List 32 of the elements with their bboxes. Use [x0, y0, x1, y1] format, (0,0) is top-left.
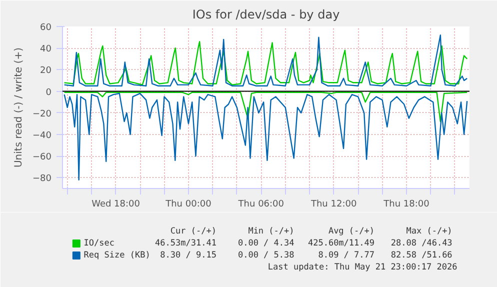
text: 8.30 / 9.15	[160, 250, 216, 260]
text: 46.53m/31.41	[155, 238, 216, 248]
text: 82.58 /51.66	[390, 250, 452, 260]
y-axis-title: Units read (-) / write (+)	[14, 47, 25, 168]
y-tick-label: −80	[32, 174, 52, 184]
line-series	[64, 92, 468, 180]
y-tick-label: −20	[32, 109, 52, 120]
line-series	[64, 92, 468, 122]
legend-label: IO/sec	[84, 238, 115, 248]
text: 8.09 / 7.77	[318, 250, 375, 260]
text: 28.08 /46.43	[390, 238, 452, 248]
text: 425.60m/11.49	[308, 238, 375, 248]
x-tick-label: Thu 18:00	[382, 200, 430, 210]
x-tick-label: Wed 18:00	[92, 200, 140, 210]
text: 0.00 / 4.34	[238, 238, 294, 248]
x-tick-label: Thu 12:00	[310, 200, 357, 210]
y-tick-label: −40	[32, 131, 52, 141]
y-tick-label: 60	[40, 23, 52, 33]
legend-label: Req Size (KB)	[84, 250, 150, 260]
y-tick-label: 40	[40, 44, 52, 55]
text: Min (-/+)	[248, 226, 294, 236]
chart-title: IOs for /dev/sda - by day	[192, 8, 340, 22]
text: Last update: Thu May 21 23:00:17 2026	[268, 262, 458, 272]
text: Avg (-/+)	[328, 226, 375, 236]
y-tick-label: 20	[40, 66, 52, 76]
text: 0.00 / 5.38	[238, 250, 294, 260]
y-tick-label: 0	[46, 88, 52, 98]
text: Cur (-/+)	[170, 226, 216, 236]
text: Max (-/+)	[406, 226, 452, 236]
x-tick-label: Thu 00:00	[164, 200, 212, 210]
y-tick-label: −60	[32, 152, 52, 163]
x-tick-label: Thu 06:00	[237, 200, 284, 210]
